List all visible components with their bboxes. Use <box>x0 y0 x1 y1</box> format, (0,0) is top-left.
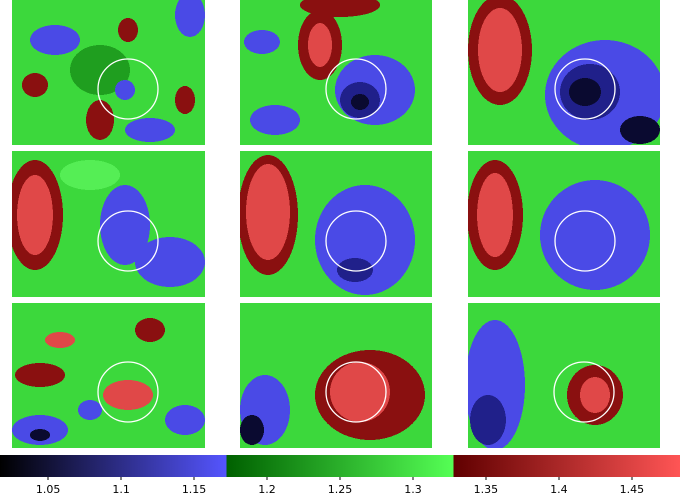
map-panel <box>12 303 205 448</box>
tick-label: 1.45 <box>620 483 645 496</box>
tick-label: 1.35 <box>474 483 499 496</box>
tick-label: 1.05 <box>36 483 61 496</box>
map-panel <box>12 0 205 145</box>
map-panel <box>12 151 205 297</box>
map-panel <box>468 151 660 297</box>
aperture-circles <box>97 58 616 423</box>
map-panel <box>468 0 660 145</box>
map-panel <box>240 151 432 297</box>
tick-label: 1.2 <box>258 483 276 496</box>
map-panel <box>240 0 432 145</box>
colorbar-segment <box>0 455 228 477</box>
tick-label: 1.25 <box>328 483 353 496</box>
colorbar-segment <box>226 455 454 477</box>
map-panel <box>468 303 660 448</box>
tick-label: 1.4 <box>550 483 568 496</box>
map-panel <box>240 303 432 448</box>
tick-label: 1.1 <box>112 483 130 496</box>
colorbar-segment <box>453 455 680 477</box>
tick-label: 1.3 <box>404 483 422 496</box>
tick-label: 1.15 <box>182 483 207 496</box>
